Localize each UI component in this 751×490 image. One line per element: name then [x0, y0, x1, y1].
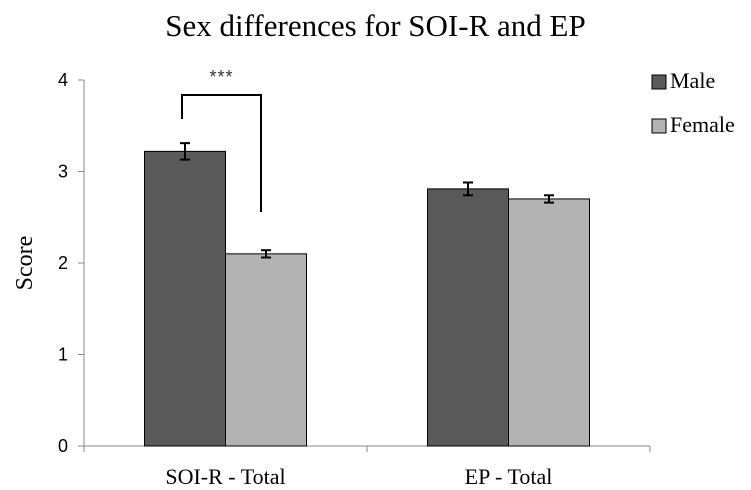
y-tick-label: 3 — [58, 162, 68, 182]
bar-male-2 — [427, 188, 509, 447]
x-category-label: SOI-R - Total — [165, 464, 285, 489]
y-tick-label: 1 — [58, 345, 68, 365]
significance-bracket — [181, 94, 262, 212]
bars — [144, 150, 590, 447]
bar-female-2 — [508, 198, 590, 447]
legend-label-female: Female — [670, 112, 735, 137]
chart-title: Sex differences for SOI-R and EP — [165, 8, 586, 43]
significance-stars: *** — [209, 67, 233, 87]
x-category-label: EP - Total — [465, 464, 553, 489]
legend-label-male: Male — [670, 68, 715, 93]
legend: Male Female — [651, 68, 735, 137]
legend-swatch-female — [651, 118, 667, 134]
y-tick-label: 2 — [58, 253, 68, 273]
bar-male-1 — [144, 150, 226, 447]
y-tick-label: 4 — [58, 70, 68, 90]
y-axis-title: Score — [12, 236, 38, 291]
bar-female-1 — [225, 253, 307, 447]
error-bars — [180, 142, 554, 259]
axis-labels: 0 1 2 3 4 SOI-R - Total EP - Total Score — [12, 70, 552, 489]
significance-annotation: *** — [181, 67, 262, 212]
legend-swatch-male — [651, 74, 667, 90]
y-tick-label: 0 — [58, 436, 68, 456]
